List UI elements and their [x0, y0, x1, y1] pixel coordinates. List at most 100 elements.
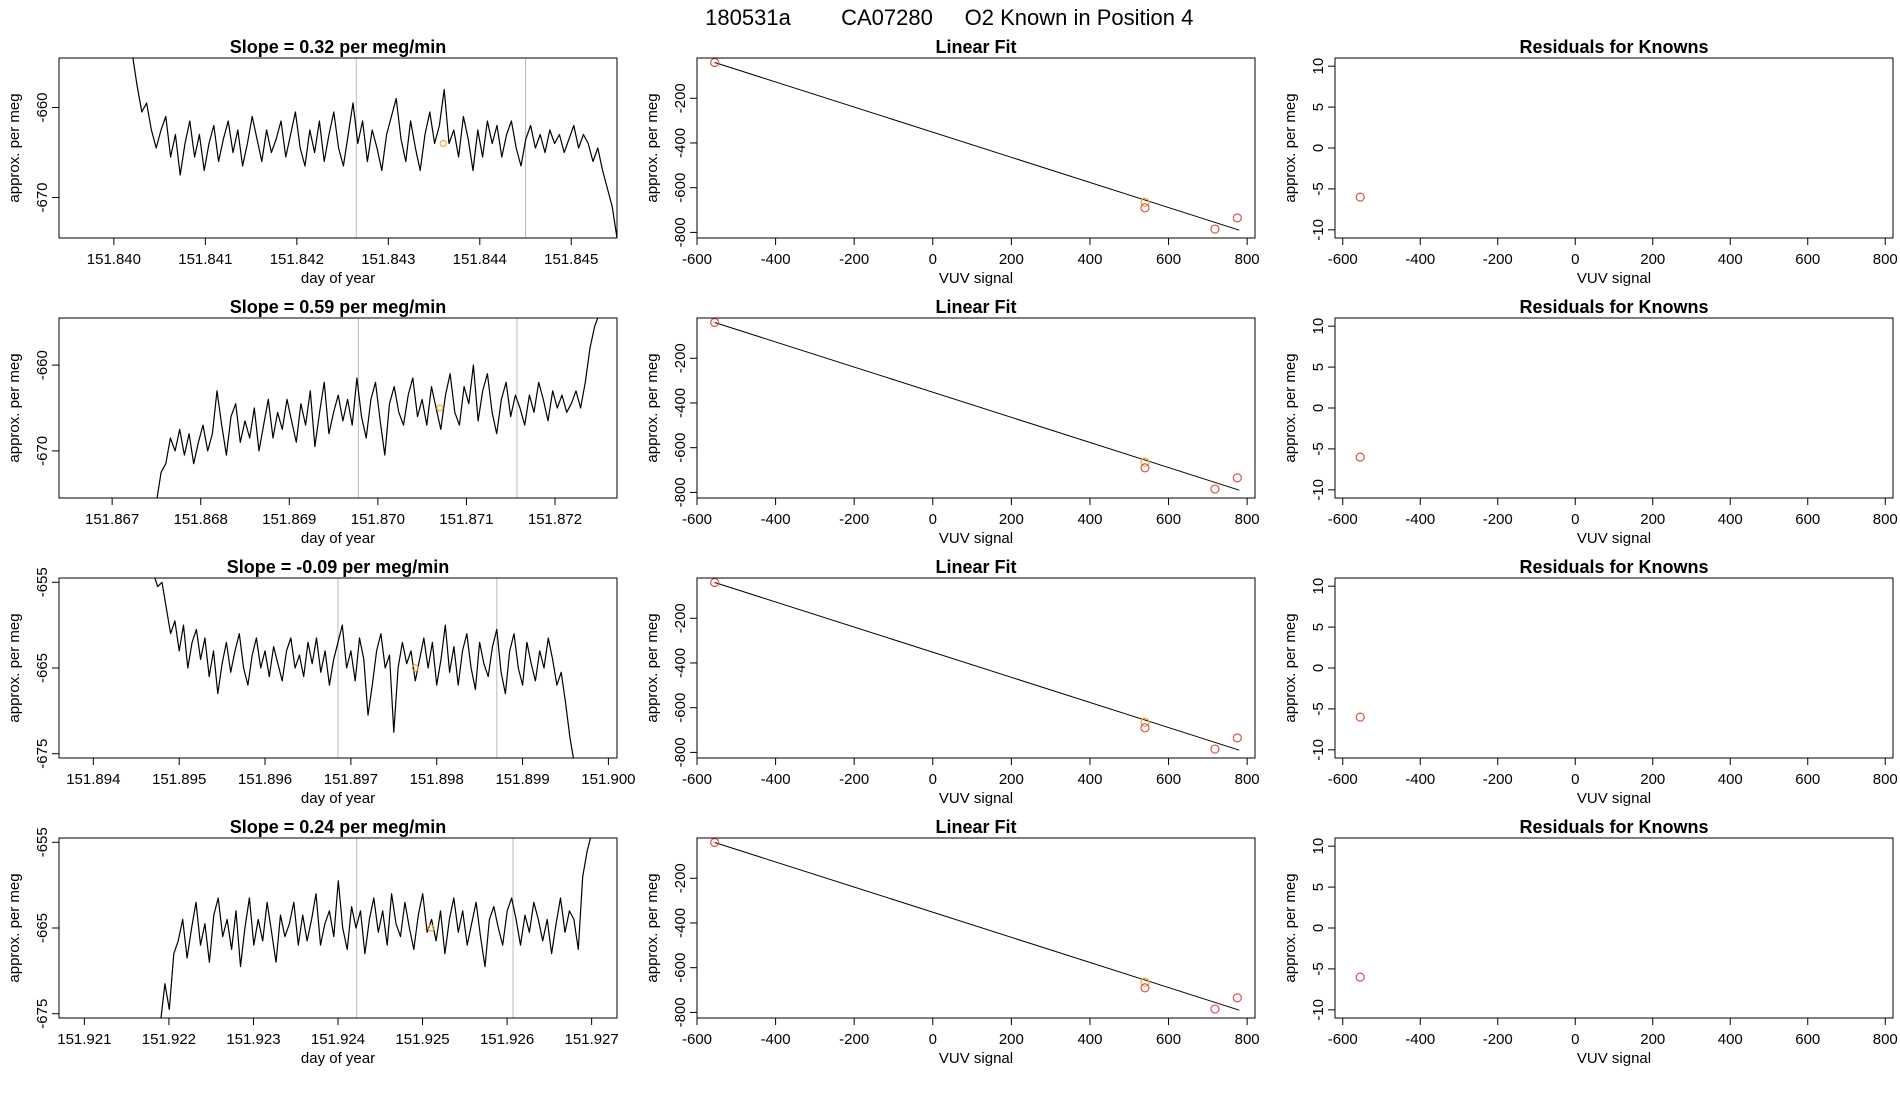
panel-r2-residuals: Residuals for Knowns -600 -400 -200 0 200 400 6…: [1282, 557, 1898, 807]
y-tick-label: -200: [672, 343, 689, 373]
scatter-point: [1210, 224, 1220, 234]
x-tick-label: -600: [1328, 511, 1358, 528]
x-tick-label: 151.843: [361, 251, 415, 268]
x-tick-label: 400: [1718, 771, 1743, 788]
x-tick-label: 200: [1640, 511, 1665, 528]
panel-r3-residuals: Residuals for Knowns -600 -400 -200 0 200 400 6…: [1282, 817, 1898, 1067]
y-tick-label: 0: [1310, 404, 1327, 412]
plot-frame: [58, 837, 618, 1019]
plot-area: [1355, 712, 1365, 722]
scatter-point: [1210, 484, 1220, 494]
x-tick-label: 151.844: [453, 251, 507, 268]
y-tick-label: -660: [34, 350, 51, 380]
y-tick-label: -10: [1310, 479, 1327, 501]
plot-area: [132, 58, 617, 238]
x-tick-label: -600: [682, 511, 712, 528]
series-line: [132, 58, 617, 238]
figure-title-tank: CA07280: [841, 5, 933, 30]
x-axis-title: VUV signal: [939, 530, 1013, 547]
scatter-point: [1355, 712, 1365, 722]
y-tick-label: -10: [1310, 999, 1327, 1021]
x-tick-label: 151.924: [311, 1031, 365, 1048]
x-tick-label: 151.868: [174, 511, 228, 528]
panel-r3-linearfit: Linear Fit -600 -400 -200 0 200 400 600 800 -200 -…: [644, 817, 1260, 1067]
x-axis-title: day of year: [301, 270, 375, 287]
y-tick-label: -665: [34, 653, 51, 683]
y-tick-label: -660: [34, 92, 51, 122]
x-tick-label: 800: [1873, 771, 1898, 788]
x-axis-title: VUV signal: [1577, 270, 1651, 287]
y-axis-title: approx. per meg: [6, 353, 23, 462]
x-tick-label: 151.867: [85, 511, 139, 528]
fit-line: [714, 61, 1240, 231]
x-tick-label: -400: [1405, 771, 1435, 788]
y-axis-title: approx. per meg: [1282, 873, 1299, 982]
highlight-point: [411, 664, 419, 672]
x-tick-label: 151.841: [178, 251, 232, 268]
panel-r2-linearfit: Linear Fit -600 -400 -200 0 200 400 600 800 -200 -…: [644, 557, 1260, 807]
x-tick-label: 151.896: [238, 771, 292, 788]
panel-r0-residuals: Residuals for Knowns -600 -400 -200 0 200 400 6…: [1282, 37, 1898, 287]
x-tick-label: 800: [1235, 1031, 1260, 1048]
x-axis-title: VUV signal: [1577, 1050, 1651, 1067]
y-tick-label: 10: [1310, 58, 1327, 75]
y-tick-label: -600: [672, 433, 689, 463]
x-tick-label: 600: [1795, 1031, 1820, 1048]
x-axis-title: day of year: [301, 790, 375, 807]
plot-area: [154, 578, 574, 758]
x-tick-label: 151.923: [226, 1031, 280, 1048]
scatter-point: [1140, 983, 1150, 993]
series-line: [156, 318, 599, 498]
y-tick-label: -5: [1310, 702, 1327, 715]
y-tick-label: -5: [1310, 182, 1327, 195]
x-tick-label: -600: [1328, 1031, 1358, 1048]
y-tick-label: -5: [1310, 962, 1327, 975]
x-tick-label: -400: [761, 511, 791, 528]
x-tick-label: 400: [1077, 251, 1102, 268]
x-tick-label: 0: [929, 251, 937, 268]
y-tick-label: -655: [34, 827, 51, 857]
y-tick-label: -800: [672, 217, 689, 247]
x-tick-label: -400: [1405, 511, 1435, 528]
scatter-point: [1210, 744, 1220, 754]
x-tick-label: 151.840: [87, 251, 141, 268]
scatter-point: [1140, 463, 1150, 473]
x-tick-label: 151.925: [395, 1031, 449, 1048]
panel-r2-timeseries: Slope = -0.09 per meg/min 151.894 151.895 1…: [6, 557, 636, 807]
y-axis-title: approx. per meg: [1282, 93, 1299, 202]
plot-frame: [58, 577, 618, 759]
y-tick-label: -200: [672, 83, 689, 113]
panel-title: Slope = 0.59 per meg/min: [230, 297, 447, 317]
x-tick-label: 200: [999, 771, 1024, 788]
x-tick-label: 400: [1718, 1031, 1743, 1048]
x-tick-label: -200: [1483, 771, 1513, 788]
plot-frame: [58, 57, 618, 239]
plot-frame: [1334, 577, 1894, 759]
x-axis-title: VUV signal: [939, 270, 1013, 287]
x-tick-label: -400: [761, 1031, 791, 1048]
x-axis-title: VUV signal: [939, 1050, 1013, 1067]
x-tick-label: 200: [999, 251, 1024, 268]
scatter-point: [1232, 733, 1242, 743]
y-tick-label: -675: [34, 999, 51, 1029]
plot-area: [710, 318, 1242, 494]
y-tick-label: -665: [34, 913, 51, 943]
scatter-point: [1140, 977, 1150, 987]
plot-area: [1355, 972, 1365, 982]
x-tick-label: 151.898: [410, 771, 464, 788]
x-tick-label: 800: [1873, 511, 1898, 528]
y-tick-label: 10: [1310, 838, 1327, 855]
x-tick-label: 0: [929, 1031, 937, 1048]
y-tick-label: -800: [672, 477, 689, 507]
scatter-point: [1355, 192, 1365, 202]
panel-title: Linear Fit: [935, 817, 1016, 837]
y-tick-label: -200: [672, 603, 689, 633]
x-tick-label: 200: [999, 1031, 1024, 1048]
x-tick-label: 0: [1571, 251, 1579, 268]
y-tick-label: -600: [672, 693, 689, 723]
series-line: [160, 838, 592, 1018]
x-tick-label: -200: [1483, 1031, 1513, 1048]
x-tick-label: 0: [929, 511, 937, 528]
x-tick-label: 800: [1235, 511, 1260, 528]
x-tick-label: 151.870: [351, 511, 405, 528]
